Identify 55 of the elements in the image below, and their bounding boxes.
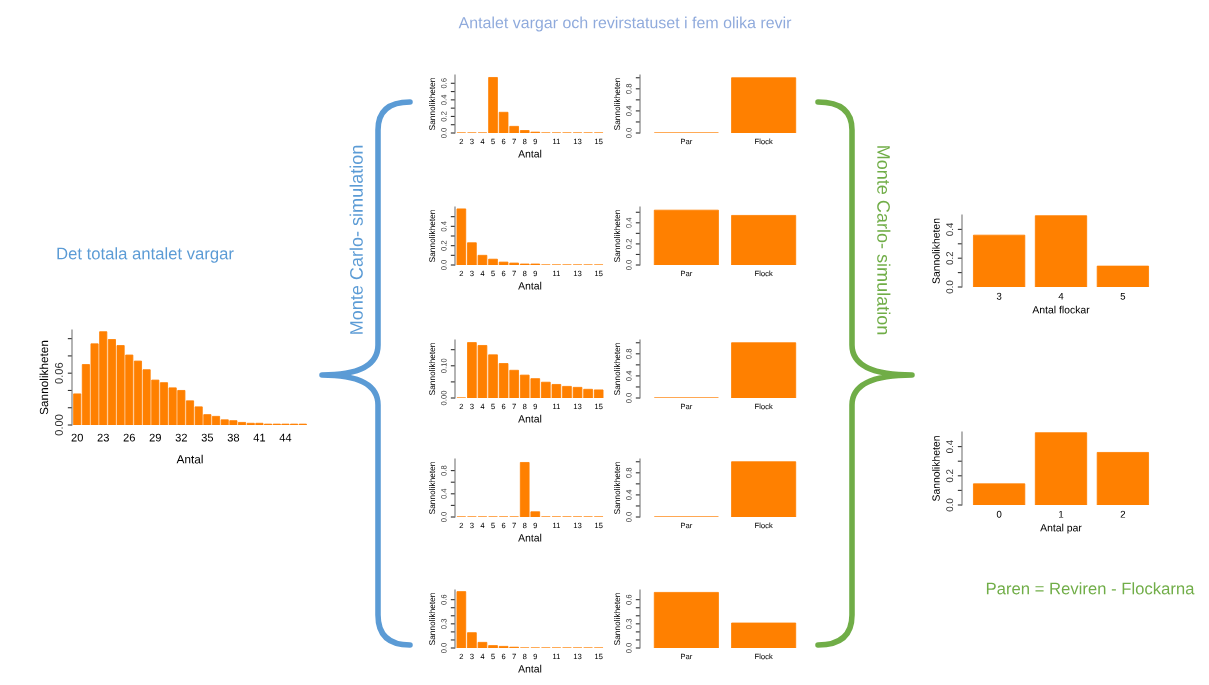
y-axis-title: Sannolikheten (932, 436, 940, 502)
bar (973, 483, 1026, 505)
x-tick-label: 23 (97, 433, 109, 442)
chart-title: Det totala antalet vargar (57, 247, 234, 263)
y-tick-label: 0.06 (54, 362, 63, 384)
x-axis-title: Antal (176, 454, 203, 464)
x-tick-label: 44 (279, 433, 292, 442)
bar (1034, 215, 1088, 287)
x-axis-title: Antal par (1040, 523, 1082, 534)
x-axis-title: Antal (518, 281, 542, 290)
x-axis-title: Antal (518, 149, 542, 158)
bar (1096, 452, 1149, 505)
y-axis-title: Sannolikheten (932, 218, 940, 284)
x-tick-label: 4 (1058, 292, 1064, 300)
y-axis-title: Sannolikheten (614, 343, 621, 396)
y-tick-label: 0.2 (946, 469, 954, 483)
x-tick-label: 1 (1059, 510, 1064, 518)
y-axis-title: Sannolikheten (614, 78, 621, 131)
y-axis-title: Sannolikheten (429, 78, 436, 131)
x-tick-label: 32 (175, 433, 187, 442)
y-tick-label: 0.0 (946, 280, 954, 294)
x-tick-label: 0 (996, 510, 1002, 518)
x-tick-label: 3 (996, 292, 1002, 300)
bar (973, 234, 1026, 287)
x-axis-title: Antal (518, 533, 542, 542)
text: Paren = Reviren - Flockarna (986, 582, 1195, 595)
y-tick-label: 0.4 (946, 222, 954, 236)
chart-title: Antalet vargar och revirstatuset i fem olika revir (458, 16, 792, 32)
x-tick-label: 29 (149, 433, 161, 442)
text: Monte Carlo- simulation (349, 145, 363, 334)
x-tick-label: 2 (1120, 510, 1126, 518)
x-axis-title: Antal flockar (1032, 305, 1090, 314)
y-axis-title: Sannolikheten (429, 593, 436, 646)
x-axis-title: Antal (518, 414, 542, 423)
x-tick-label: 35 (201, 433, 214, 442)
y-tick-label: 0.00 (54, 414, 63, 436)
x-tick-label: 41 (253, 433, 266, 442)
bar (1096, 265, 1149, 287)
y-axis-title: Sannolikheten (614, 210, 621, 263)
x-tick-label: 38 (227, 433, 240, 442)
y-axis-title: Sannolikheten (39, 340, 49, 415)
y-tick-label: 0.4 (946, 440, 954, 453)
x-tick-label: 20 (71, 433, 83, 442)
y-axis-title: Sannolikheten (614, 462, 621, 515)
bar (1034, 432, 1088, 505)
x-tick-label: 26 (123, 433, 135, 442)
y-axis-title: Sannolikheten (429, 210, 436, 263)
y-axis-title: Sannolikheten (614, 593, 621, 646)
y-tick-label: 0.0 (946, 498, 954, 512)
y-tick-label: 0.2 (946, 251, 954, 265)
x-tick-label: 5 (1120, 292, 1126, 300)
text: Monte Carlo- simulation (877, 146, 891, 335)
y-axis-title: Sannolikheten (429, 462, 436, 515)
x-axis-title: Antal (518, 664, 542, 673)
y-axis-title: Sannolikheten (429, 343, 436, 396)
